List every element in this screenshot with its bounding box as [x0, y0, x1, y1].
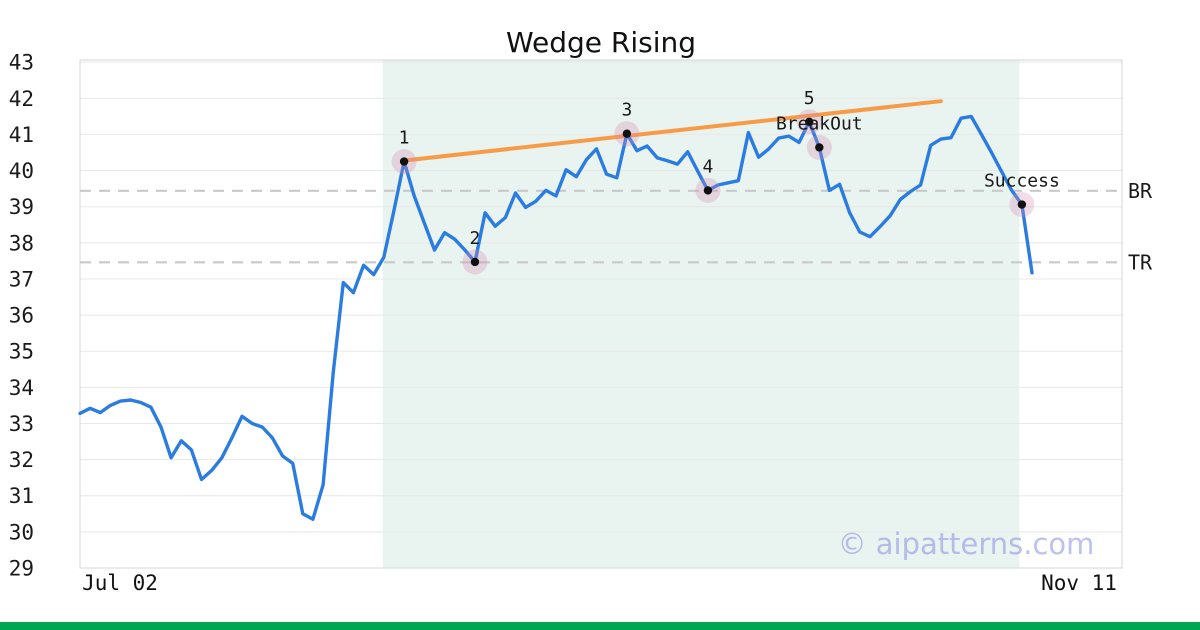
annotation-label-4: 4	[702, 156, 713, 177]
price-line	[78, 114, 1034, 521]
annotation-label-1: 1	[399, 128, 410, 149]
y-tick-label: 42	[9, 87, 34, 111]
level-label-br: BR	[1128, 179, 1153, 203]
chart-title: Wedge Rising	[505, 26, 697, 59]
y-tick-label: 34	[9, 376, 34, 400]
y-tick-label: 38	[9, 231, 34, 255]
y-tick-label: 36	[9, 304, 34, 328]
level-label-tr: TR	[1128, 250, 1153, 274]
y-tick-label: 43	[9, 51, 34, 75]
watermark: © aipatterns.com	[837, 527, 1095, 561]
pivot-dot	[470, 257, 480, 267]
pivot-dot	[815, 143, 824, 152]
y-tick-label: 37	[9, 267, 34, 291]
annotation-label-2: 2	[470, 228, 481, 249]
y-tick-label: 31	[9, 484, 34, 508]
x-tick-label-start: Jul 02	[82, 571, 158, 595]
annotation-label-breakout: BreakOut	[776, 113, 863, 134]
y-tick-label: 29	[9, 557, 34, 581]
trendline	[406, 99, 943, 163]
annotation-label-success: Success	[984, 171, 1060, 192]
plot-border	[79, 59, 1123, 569]
success-status-bar	[0, 622, 1200, 630]
annotation-label-5: 5	[804, 88, 815, 109]
pivot-dot	[622, 129, 632, 138]
y-tick-label: 41	[9, 123, 34, 147]
pivot-dot	[703, 186, 713, 195]
pivot-dot	[804, 117, 814, 126]
pivot-dot	[399, 157, 409, 166]
annotation-label-3: 3	[621, 100, 632, 121]
y-tick-label: 32	[9, 448, 34, 472]
y-tick-label: 30	[9, 520, 34, 544]
pivot-dot	[1017, 200, 1027, 209]
y-tick-label: 33	[9, 412, 34, 436]
y-tick-label: 40	[9, 159, 34, 183]
y-tick-label: 39	[9, 195, 34, 219]
pattern-shade-region	[382, 60, 1020, 568]
y-tick-label: 35	[9, 340, 34, 364]
x-tick-label-end: Nov 11	[1041, 571, 1117, 595]
